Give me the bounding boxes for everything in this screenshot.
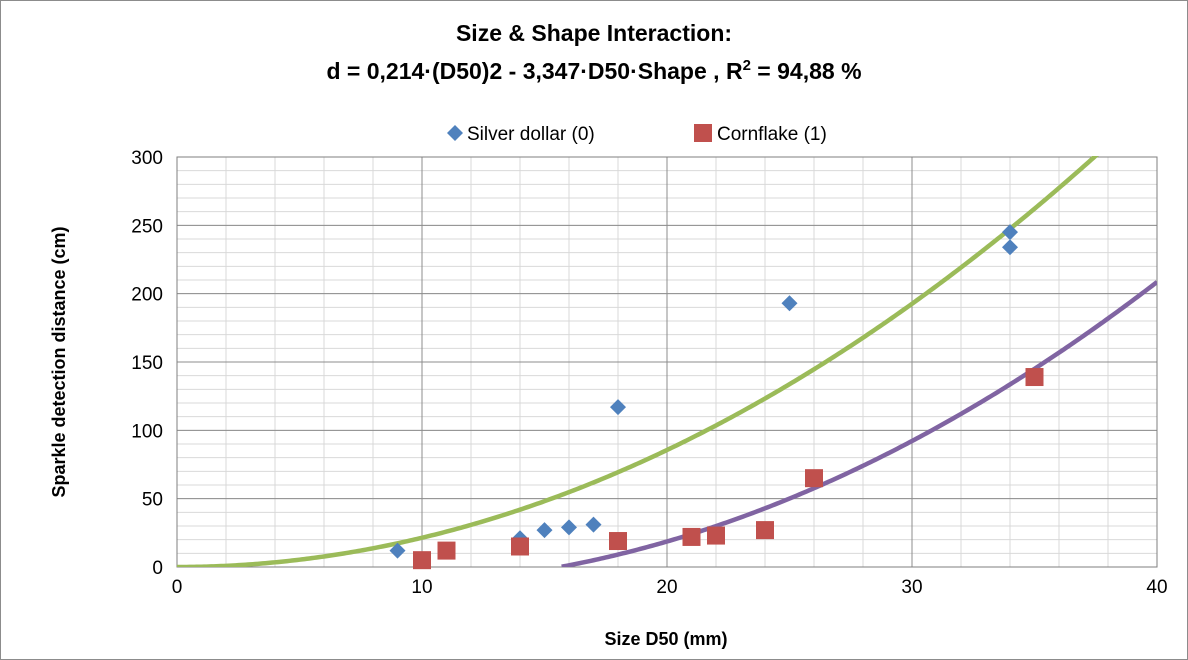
data-point-silver-dollar: [1002, 224, 1018, 241]
chart-title-superscript: 2: [743, 57, 751, 74]
data-point-silver-dollar: [1002, 239, 1018, 256]
x-axis-title: Size D50 (mm): [604, 629, 727, 649]
data-point-cornflake: [682, 527, 701, 546]
data-point-silver-dollar: [561, 519, 577, 536]
legend-label-silver-dollar: Silver dollar (0): [467, 124, 595, 145]
x-tick-labels: 0 10 20 30 40: [172, 577, 1168, 598]
x-tick-label: 0: [172, 577, 183, 598]
data-point-silver-dollar: [610, 399, 626, 416]
x-tick-label: 30: [901, 577, 922, 598]
y-tick-label: 300: [131, 148, 163, 169]
data-point-cornflake: [511, 537, 529, 556]
data-point-cornflake: [805, 469, 823, 488]
y-tick-label: 0: [152, 558, 163, 579]
data-point-silver-dollar: [781, 295, 798, 312]
data-markers: [389, 224, 1044, 570]
x-tick-label: 40: [1146, 577, 1167, 598]
data-point-cornflake: [609, 532, 627, 551]
legend: Silver dollar (0) Cornflake (1): [447, 124, 827, 145]
data-point-silver-dollar: [536, 522, 553, 539]
data-point-cornflake: [707, 526, 725, 545]
y-tick-labels: 0 50 100 150 200 250 300: [131, 148, 163, 579]
y-tick-label: 100: [131, 421, 163, 442]
chart-title-r2: = 94,88 %: [751, 58, 862, 84]
y-tick-label: 250: [131, 216, 163, 237]
y-axis-title: Sparkle detection distance (cm): [49, 226, 69, 497]
data-point-cornflake: [437, 541, 456, 560]
chart-title-line2: d = 0,214·(D50)2 - 3,347·D50·Shape , R2 …: [326, 57, 861, 84]
chart-title-equation: d = 0,214·(D50)2 - 3,347·D50·Shape , R: [326, 58, 742, 84]
data-point-cornflake: [756, 521, 774, 540]
legend-marker-diamond: [447, 125, 463, 141]
plot-area: [176, 156, 1158, 568]
fit-curve: [177, 156, 1099, 567]
x-tick-label: 10: [411, 577, 432, 598]
data-point-silver-dollar: [585, 516, 602, 533]
x-tick-label: 20: [656, 577, 677, 598]
data-point-cornflake: [413, 551, 431, 570]
data-point-cornflake: [1025, 368, 1044, 387]
y-tick-label: 50: [142, 490, 163, 511]
fit-curves: [177, 156, 1157, 567]
y-tick-label: 200: [131, 285, 163, 306]
chart-title-line1: Size & Shape Interaction:: [456, 20, 732, 46]
data-point-silver-dollar: [389, 542, 406, 559]
y-tick-label: 150: [131, 353, 163, 374]
legend-label-cornflake: Cornflake (1): [717, 124, 827, 145]
fit-curve: [561, 280, 1157, 567]
legend-marker-square: [694, 124, 712, 142]
